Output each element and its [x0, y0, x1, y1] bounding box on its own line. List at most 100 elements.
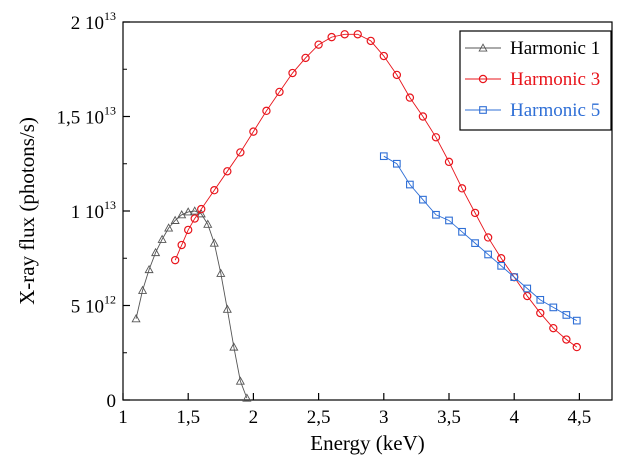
y-tick-exponent: 13	[104, 198, 116, 212]
legend: Harmonic 1 Harmonic 3 Harmonic 5	[459, 30, 612, 131]
y-tick-mantissa: 0	[107, 391, 117, 412]
data-point	[203, 219, 213, 228]
y-tick-mantissa: 1,5 10	[57, 108, 105, 129]
data-point	[275, 87, 284, 97]
data-point	[471, 239, 479, 247]
data-point	[301, 53, 310, 63]
data-point	[483, 233, 493, 242]
data-point	[157, 234, 167, 243]
x-tick-label: 3,5	[437, 407, 461, 428]
series-harmonic-5	[379, 152, 581, 325]
data-point	[164, 223, 174, 232]
x-tick-label: 2,5	[307, 407, 331, 428]
y-tick-exponent: 13	[104, 9, 116, 23]
legend-marker	[478, 74, 488, 84]
legend-item: Harmonic 1	[465, 38, 600, 59]
data-point	[229, 342, 239, 351]
data-point	[340, 30, 349, 39]
data-point	[196, 209, 206, 218]
legend-marker	[479, 106, 487, 114]
data-point	[177, 240, 186, 250]
x-tick-label: 2	[249, 407, 259, 428]
data-point	[523, 291, 532, 301]
data-point	[549, 303, 558, 312]
data-point	[151, 247, 161, 257]
data-point	[457, 184, 467, 193]
data-point	[177, 210, 187, 219]
data-point	[405, 93, 415, 102]
data-point	[470, 208, 480, 218]
data-point	[190, 206, 200, 215]
data-point	[235, 376, 245, 385]
legend-marker	[478, 43, 488, 52]
data-point	[137, 285, 148, 294]
y-tick-label: 5 1012	[71, 293, 116, 318]
x-tick-label: 3	[379, 407, 389, 428]
data-point	[131, 314, 141, 323]
data-point	[170, 215, 180, 224]
series-line	[174, 33, 578, 348]
data-point	[170, 255, 180, 265]
data-point	[242, 393, 252, 402]
data-point	[536, 295, 545, 304]
y-tick-mantissa: 2 10	[71, 13, 104, 34]
data-point	[327, 32, 336, 42]
data-point	[497, 261, 506, 270]
legend-label: Harmonic 3	[510, 69, 600, 90]
data-point	[562, 335, 571, 344]
data-point	[353, 30, 362, 39]
y-tick-exponent: 13	[104, 104, 116, 118]
data-point	[262, 106, 271, 116]
data-point	[210, 186, 219, 195]
data-point	[445, 216, 453, 225]
y-tick-mantissa: 5 10	[71, 297, 104, 318]
legend-label: Harmonic 1	[510, 38, 600, 59]
data-point	[392, 159, 401, 168]
data-point	[496, 254, 506, 263]
data-point	[431, 133, 441, 142]
series-harmonic-3	[170, 30, 581, 352]
data-point	[549, 323, 558, 333]
data-point	[288, 68, 297, 78]
y-tick-label: 0	[107, 391, 117, 412]
data-point	[419, 195, 427, 204]
x-axis-title: Energy (keV)	[310, 431, 425, 455]
x-tick-label: 4	[509, 407, 519, 428]
data-point	[366, 36, 375, 46]
data-point	[314, 40, 323, 49]
legend-item: Harmonic 3	[465, 69, 600, 90]
data-point	[484, 250, 492, 259]
y-axis-title: X-ray flux (photons/s)	[15, 117, 39, 305]
data-point	[523, 284, 532, 293]
data-point	[432, 210, 440, 219]
data-point	[444, 157, 454, 167]
series-line	[383, 155, 578, 322]
data-point	[197, 204, 206, 214]
data-point	[209, 238, 219, 247]
data-point	[536, 308, 545, 318]
data-point	[572, 342, 581, 352]
y-tick-exponent: 12	[104, 293, 116, 307]
data-point	[572, 316, 581, 325]
data-point	[236, 148, 245, 157]
series-line	[135, 210, 248, 399]
data-point	[562, 311, 571, 319]
data-point	[392, 70, 402, 80]
data-point	[249, 127, 258, 136]
y-tick-label: 1 1013	[71, 198, 116, 223]
x-tick-label: 1,5	[176, 407, 200, 428]
y-tick-label: 2 1013	[71, 9, 116, 34]
data-point	[223, 167, 232, 176]
x-tick-label: 4,5	[568, 407, 592, 428]
data-point	[379, 152, 388, 161]
data-point	[406, 180, 414, 189]
x-tick-label: 1	[118, 407, 128, 428]
data-point	[458, 227, 466, 236]
data-point	[510, 273, 519, 282]
y-tick-mantissa: 1 10	[71, 202, 104, 223]
series-harmonic-1	[131, 206, 252, 402]
legend-label: Harmonic 5	[510, 100, 600, 121]
data-point	[183, 207, 193, 216]
